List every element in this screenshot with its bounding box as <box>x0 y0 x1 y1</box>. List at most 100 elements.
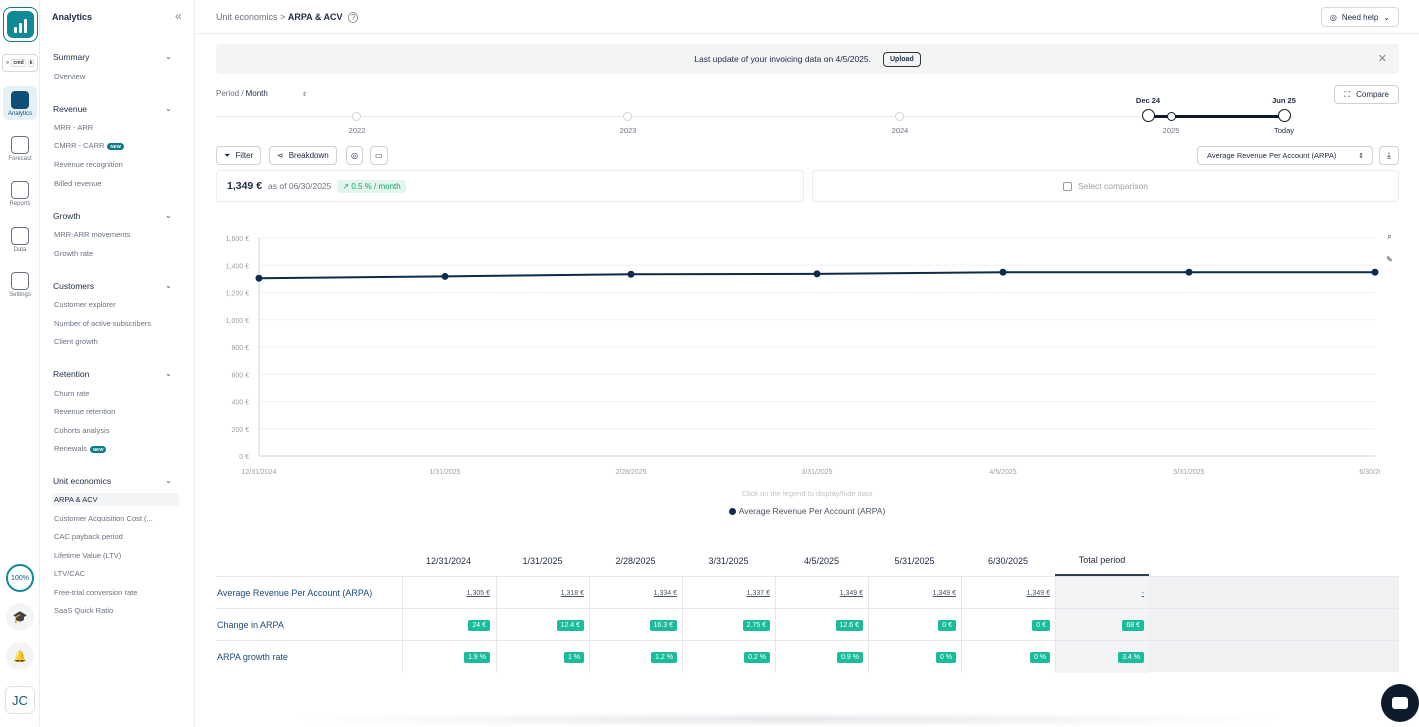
avatar-initials: JC <box>12 692 28 708</box>
sidebar-item-cohorts-analysis[interactable]: Cohorts analysis <box>54 426 110 435</box>
chart-series <box>255 268 1379 282</box>
breakdown-icon: ⋖ <box>277 151 284 160</box>
rail-item-data[interactable]: Data <box>0 227 40 253</box>
app-logo[interactable] <box>3 7 38 42</box>
data-point[interactable] <box>627 270 635 278</box>
section-retention[interactable]: Retention ⌄ <box>53 369 172 379</box>
select-comparison-label: Select comparison <box>1078 181 1148 191</box>
sidebar-item-revenue-recognition[interactable]: Revenue recognition <box>54 160 123 169</box>
y-tick-label: 800 € <box>231 345 249 352</box>
legend-marker <box>728 508 736 515</box>
timeline-end-handle[interactable] <box>1278 109 1291 122</box>
sidebar-item-overview[interactable]: Overview <box>54 72 86 81</box>
value-link[interactable]: 1,334 € <box>653 589 677 597</box>
sidebar-item-cac[interactable]: Customer Acquisition Cost (... <box>54 514 153 523</box>
icon-rail: ⌕ cmd k Analytics Forecast Reports Data … <box>0 0 40 727</box>
sidebar-item-billed-revenue[interactable]: Billed revenue <box>54 179 102 188</box>
sidebar-item-ltv[interactable]: Lifetime Value (LTV) <box>54 551 122 560</box>
command-search-button[interactable]: ⌕ cmd k <box>2 54 38 72</box>
breadcrumb-separator: > <box>280 12 286 22</box>
column-header-total: Total period <box>1055 545 1149 576</box>
value-badge: 2.75 € <box>742 619 770 631</box>
value-badge: 0 % <box>935 651 956 663</box>
chat-support-button[interactable] <box>1381 684 1419 722</box>
sidebar-item-renewals[interactable]: Renewals NEW <box>54 444 107 453</box>
data-point[interactable] <box>255 274 263 282</box>
sidebar-item-ltv-cac[interactable]: LTV/CAC <box>54 569 86 578</box>
period-value: Month <box>245 89 268 98</box>
rail-item-reports[interactable]: Reports <box>0 181 40 207</box>
compare-button[interactable]: ⛶ Compare <box>1334 85 1399 104</box>
sidebar-item-revenue-retention[interactable]: Revenue retention <box>54 407 116 416</box>
timeline-selected-range <box>1149 115 1285 118</box>
sidebar-item-customer-explorer[interactable]: Customer explorer <box>54 300 116 309</box>
filter-button[interactable]: ⏷ Filter <box>216 146 262 165</box>
chart-zoom-icon[interactable]: ⌕ <box>1387 231 1392 241</box>
sidebar-item-cac-payback[interactable]: CAC payback period <box>54 532 123 541</box>
x-tick-label: 3/31/2025 <box>801 469 832 476</box>
analytics-icon <box>11 91 29 109</box>
sidebar-item-arpa-acv[interactable]: ARPA & ACV <box>52 493 179 506</box>
select-comparison-box[interactable]: Select comparison <box>812 170 1399 202</box>
data-point[interactable] <box>813 270 821 278</box>
value-link[interactable]: 1,349 € <box>839 589 863 597</box>
compare-chart-icon: ⛶ <box>1344 89 1351 99</box>
timeline-dot-2024[interactable] <box>895 112 904 121</box>
sidebar-item-mrr-arr[interactable]: MRR - ARR <box>54 123 94 132</box>
value-link[interactable]: 1,305 € <box>466 589 490 597</box>
sidebar-item-cmrr-carr[interactable]: CMRR - CARR NEW <box>54 141 124 150</box>
notifications-button[interactable]: 🔔 <box>6 642 34 670</box>
value-link[interactable]: 1,318 € <box>560 589 584 597</box>
breakdown-button[interactable]: ⋖ Breakdown <box>269 146 337 165</box>
upload-button[interactable]: Upload <box>883 51 921 67</box>
download-button[interactable]: ⤓ <box>1379 146 1399 165</box>
k-key-label: k <box>27 59 35 67</box>
table-cell: 0 % <box>868 641 961 673</box>
sidebar-item-churn-rate[interactable]: Churn rate <box>54 389 90 398</box>
sidebar-item-client-growth[interactable]: Client growth <box>54 337 98 346</box>
goals-button[interactable]: ◎ <box>346 146 363 165</box>
breakdown-label: Breakdown <box>288 151 329 160</box>
rail-item-forecast[interactable]: Forecast <box>0 136 40 162</box>
section-summary[interactable]: Summary ⌄ <box>53 52 172 62</box>
timeline-dot-2023[interactable] <box>623 112 632 121</box>
close-icon[interactable]: ✕ <box>1377 53 1387 65</box>
need-help-button[interactable]: ◎ Need help ⌄ <box>1320 7 1399 27</box>
timeline-dot-2022[interactable] <box>352 112 361 121</box>
user-avatar[interactable]: JC <box>5 686 35 714</box>
chevron-down-icon: ⌄ <box>1383 12 1390 22</box>
collapse-sidebar-icon[interactable]: « <box>175 9 182 23</box>
sidebar-item-active-subscribers[interactable]: Number of active subscribers <box>54 319 152 328</box>
value-link[interactable]: - <box>1141 589 1144 597</box>
comment-button[interactable]: ▭ <box>370 146 388 165</box>
data-point[interactable] <box>1371 268 1379 276</box>
rail-item-settings[interactable]: Settings <box>0 272 40 298</box>
value-link[interactable]: 1,349 € <box>1026 589 1050 597</box>
academy-button[interactable]: 🎓 <box>6 603 34 631</box>
section-unit-economics[interactable]: Unit economics ⌄ <box>53 476 172 486</box>
value-link[interactable]: 1,349 € <box>932 589 956 597</box>
sidebar-item-free-trial-conversion[interactable]: Free-trial conversion rate <box>54 588 138 597</box>
onboarding-progress[interactable]: 100% <box>6 564 34 592</box>
timeline-dot-2025[interactable] <box>1167 112 1176 121</box>
section-customers[interactable]: Customers ⌄ <box>53 281 172 291</box>
info-icon[interactable]: ? <box>348 12 359 23</box>
breadcrumb-parent[interactable]: Unit economics <box>216 12 278 22</box>
chart-legend-item[interactable]: Average Revenue Per Account (ARPA) <box>195 506 1419 516</box>
data-point[interactable] <box>999 268 1007 276</box>
sidebar-item-growth-rate[interactable]: Growth rate <box>54 249 94 258</box>
rail-item-analytics[interactable]: Analytics <box>0 91 40 117</box>
annotate-pencil-icon[interactable]: ✎ <box>1386 255 1393 264</box>
section-growth[interactable]: Growth ⌄ <box>53 211 172 221</box>
value-link[interactable]: 1,337 € <box>746 589 770 597</box>
data-point[interactable] <box>1185 268 1193 276</box>
sidebar-item-saas-quick-ratio[interactable]: SaaS Quick Ratio <box>54 606 114 615</box>
data-point[interactable] <box>441 272 449 280</box>
value-badge: 12.6 € <box>835 619 863 631</box>
sidebar-item-mrr-arr-movements[interactable]: MRR-ARR movements <box>54 230 131 239</box>
section-revenue[interactable]: Revenue ⌄ <box>53 104 172 114</box>
y-axis-labels: 0 € 200 € 400 € 600 € 800 € 1,000 € 1,200 € 1,4… <box>226 236 249 461</box>
timeline-start-handle[interactable] <box>1142 109 1155 122</box>
period-selector[interactable]: Period / Month ⇕ <box>216 89 307 98</box>
metric-selector[interactable]: Average Revenue Per Account (ARPA) ⇕ <box>1197 146 1373 165</box>
